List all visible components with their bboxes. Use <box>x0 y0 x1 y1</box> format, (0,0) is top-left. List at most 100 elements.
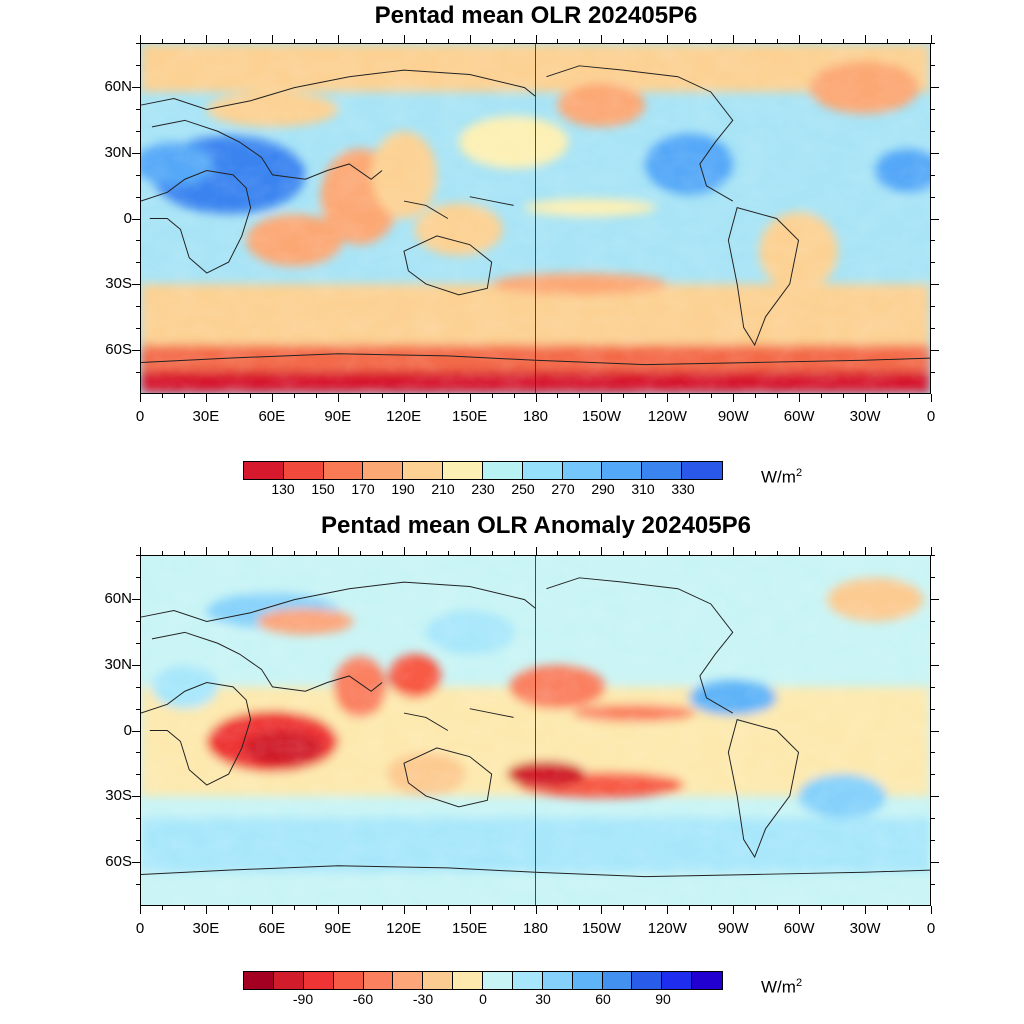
colorbar-swatch <box>244 972 274 989</box>
unit-text: W/m <box>761 467 796 487</box>
colorbar-swatch <box>542 972 573 989</box>
lon-minor-tick <box>491 39 493 43</box>
lon-tick <box>799 906 801 914</box>
lon-tick <box>799 547 801 555</box>
colorbar-label: -60 <box>352 991 374 1007</box>
lon-label: 120W <box>647 408 687 425</box>
lat-label: 30N <box>104 655 132 673</box>
lat-minor-tick <box>136 708 140 710</box>
lon-tick <box>667 906 669 914</box>
lon-minor-tick <box>293 39 295 43</box>
lon-tick <box>931 35 932 43</box>
lon-minor-tick <box>359 551 361 555</box>
lon-minor-tick <box>513 39 515 43</box>
lon-minor-tick <box>425 394 427 398</box>
lon-tick <box>535 547 537 555</box>
lon-tick <box>271 394 273 402</box>
colorbar-swatch <box>363 462 404 479</box>
lat-minor-tick <box>931 306 935 308</box>
lon-minor-tick <box>447 394 449 398</box>
colorbar-swatch <box>632 972 663 989</box>
lat-label: 30S <box>105 275 132 293</box>
lon-label: 180 <box>522 920 549 937</box>
lat-minor-tick <box>136 774 140 776</box>
olr-anomaly-map-title: Pentad mean OLR Anomaly 202405P6 <box>321 512 751 539</box>
lon-tick <box>865 547 867 555</box>
lat-tick <box>931 152 939 154</box>
lon-tick <box>865 35 867 43</box>
lon-tick <box>140 35 141 43</box>
lon-label: 30W <box>849 408 881 425</box>
lat-minor-tick <box>931 818 935 820</box>
lon-minor-tick <box>645 551 647 555</box>
lat-label: 60S <box>105 853 132 871</box>
lat-label: 60N <box>104 77 132 95</box>
lon-minor-tick <box>909 39 911 43</box>
lon-minor-tick <box>623 551 625 555</box>
lon-minor-tick <box>425 551 427 555</box>
lat-minor-tick <box>931 130 935 132</box>
lon-tick <box>931 394 932 402</box>
lat-minor-tick <box>931 43 935 44</box>
lon-minor-tick <box>491 906 493 910</box>
lon-minor-tick <box>315 906 317 910</box>
colorbar-swatch <box>662 972 693 989</box>
lat-label: 0 <box>123 721 132 739</box>
lon-label: 60E <box>258 920 286 937</box>
lon-minor-tick <box>491 394 493 398</box>
lon-minor-tick <box>359 39 361 43</box>
lon-minor-tick <box>843 906 845 910</box>
lat-minor-tick <box>136 620 140 622</box>
lon-minor-tick <box>161 906 163 910</box>
lat-minor-tick <box>136 43 140 44</box>
olr-field <box>141 44 930 393</box>
lat-minor-tick <box>931 620 935 622</box>
colorbar-swatch <box>303 972 334 989</box>
lon-minor-tick <box>161 394 163 398</box>
lon-tick <box>205 394 207 402</box>
lon-minor-tick <box>689 551 691 555</box>
lat-minor-tick <box>931 108 935 110</box>
lon-minor-tick <box>315 394 317 398</box>
lat-minor-tick <box>136 262 140 264</box>
lon-minor-tick <box>513 394 515 398</box>
lon-minor-tick <box>711 551 713 555</box>
lat-tick <box>931 796 939 798</box>
lon-minor-tick <box>183 551 185 555</box>
lat-label: 60N <box>104 589 132 607</box>
lat-tick <box>132 350 140 352</box>
lon-label: 180 <box>522 408 549 425</box>
lon-minor-tick <box>513 551 515 555</box>
lon-tick <box>931 906 932 914</box>
lat-minor-tick <box>136 174 140 176</box>
lon-minor-tick <box>777 906 779 910</box>
lon-minor-tick <box>645 394 647 398</box>
lat-minor-tick <box>136 328 140 330</box>
olr-colorbar <box>243 461 723 480</box>
lon-label: 150W <box>581 920 621 937</box>
lon-tick <box>205 906 207 914</box>
lon-minor-tick <box>557 39 559 43</box>
lon-label: 0 <box>926 920 936 937</box>
colorbar-label: 150 <box>311 481 335 497</box>
colorbar-swatch <box>522 462 563 479</box>
lon-minor-tick <box>557 551 559 555</box>
lon-tick <box>733 394 735 402</box>
lon-label: 90E <box>324 408 352 425</box>
lon-minor-tick <box>293 394 295 398</box>
unit-superscript: 2 <box>795 977 803 989</box>
lat-minor-tick <box>136 642 140 644</box>
lon-minor-tick <box>623 906 625 910</box>
olr-map-title: Pentad mean OLR 202405P6 <box>374 2 698 29</box>
lon-minor-tick <box>381 39 383 43</box>
lon-minor-tick <box>425 39 427 43</box>
colorbar-swatch <box>692 972 722 989</box>
lon-minor-tick <box>777 551 779 555</box>
lon-minor-tick <box>777 394 779 398</box>
lon-minor-tick <box>381 551 383 555</box>
lon-minor-tick <box>249 394 251 398</box>
colorbar-label: 190 <box>391 481 415 497</box>
lat-minor-tick <box>136 884 140 886</box>
lon-minor-tick <box>887 39 889 43</box>
lon-tick <box>271 35 273 43</box>
